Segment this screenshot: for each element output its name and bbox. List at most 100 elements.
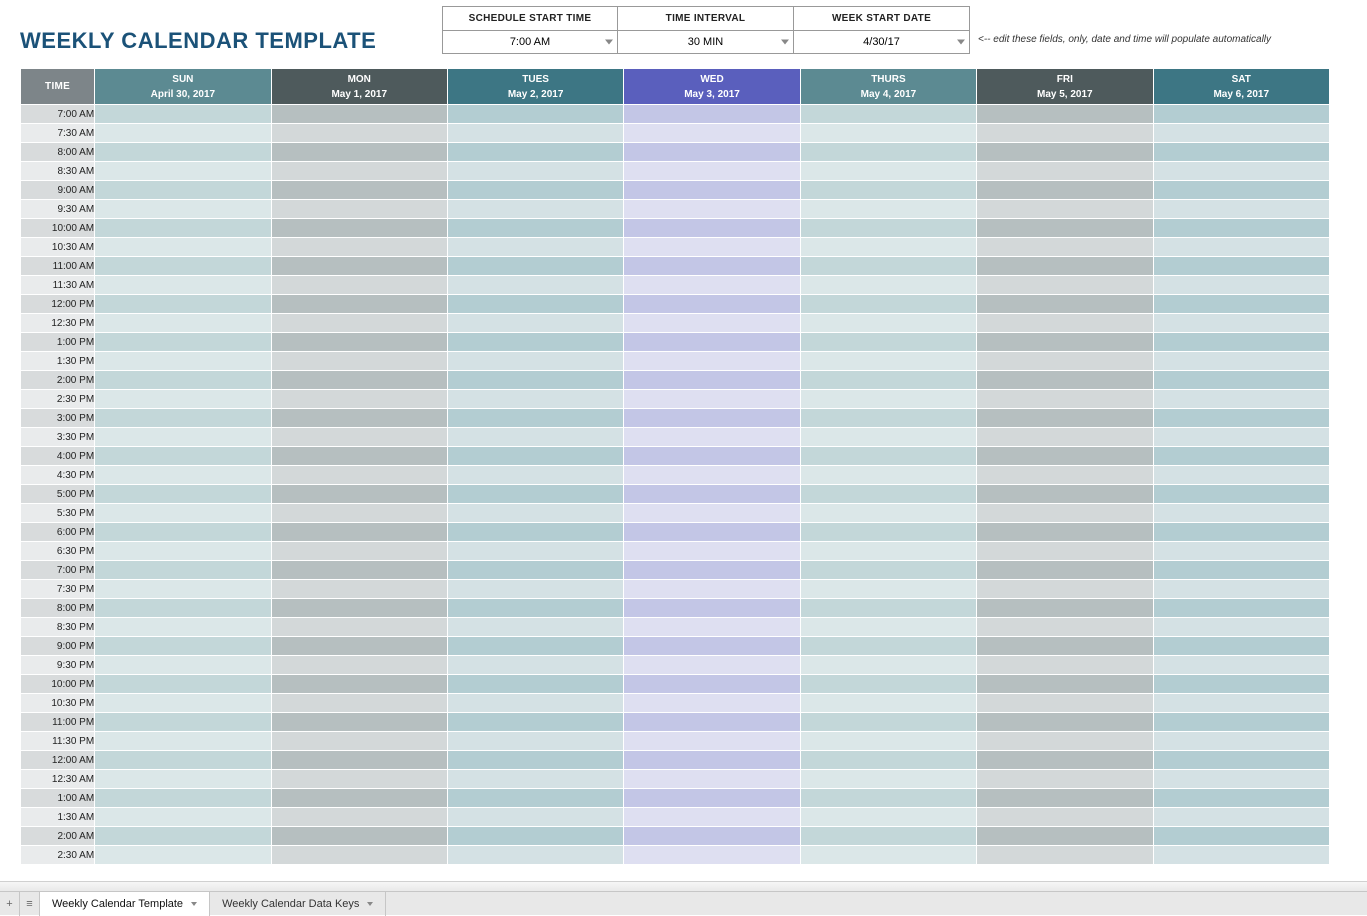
calendar-cell[interactable]: [800, 428, 976, 447]
calendar-cell[interactable]: [95, 580, 271, 599]
calendar-cell[interactable]: [271, 314, 447, 333]
calendar-cell[interactable]: [800, 523, 976, 542]
calendar-cell[interactable]: [1153, 485, 1330, 504]
calendar-cell[interactable]: [1153, 542, 1330, 561]
calendar-cell[interactable]: [977, 637, 1153, 656]
calendar-cell[interactable]: [624, 675, 800, 694]
calendar-cell[interactable]: [95, 561, 271, 580]
calendar-cell[interactable]: [624, 637, 800, 656]
calendar-cell[interactable]: [447, 105, 623, 124]
calendar-cell[interactable]: [271, 257, 447, 276]
calendar-cell[interactable]: [1153, 675, 1330, 694]
calendar-cell[interactable]: [977, 808, 1153, 827]
calendar-cell[interactable]: [800, 713, 976, 732]
calendar-cell[interactable]: [271, 409, 447, 428]
calendar-cell[interactable]: [800, 276, 976, 295]
calendar-cell[interactable]: [447, 352, 623, 371]
calendar-cell[interactable]: [95, 219, 271, 238]
calendar-cell[interactable]: [800, 314, 976, 333]
calendar-cell[interactable]: [95, 352, 271, 371]
calendar-cell[interactable]: [95, 162, 271, 181]
calendar-cell[interactable]: [1153, 808, 1330, 827]
calendar-cell[interactable]: [271, 390, 447, 409]
calendar-cell[interactable]: [800, 694, 976, 713]
calendar-cell[interactable]: [977, 789, 1153, 808]
calendar-cell[interactable]: [624, 694, 800, 713]
calendar-cell[interactable]: [271, 295, 447, 314]
calendar-cell[interactable]: [1153, 314, 1330, 333]
calendar-cell[interactable]: [447, 713, 623, 732]
calendar-cell[interactable]: [95, 466, 271, 485]
calendar-cell[interactable]: [95, 808, 271, 827]
calendar-cell[interactable]: [624, 656, 800, 675]
calendar-cell[interactable]: [271, 542, 447, 561]
calendar-cell[interactable]: [447, 219, 623, 238]
calendar-cell[interactable]: [977, 485, 1153, 504]
calendar-cell[interactable]: [624, 257, 800, 276]
calendar-cell[interactable]: [800, 181, 976, 200]
calendar-cell[interactable]: [624, 542, 800, 561]
calendar-cell[interactable]: [977, 295, 1153, 314]
calendar-cell[interactable]: [977, 580, 1153, 599]
calendar-cell[interactable]: [1153, 333, 1330, 352]
calendar-cell[interactable]: [624, 827, 800, 846]
calendar-cell[interactable]: [977, 200, 1153, 219]
calendar-cell[interactable]: [624, 219, 800, 238]
calendar-cell[interactable]: [800, 352, 976, 371]
calendar-cell[interactable]: [95, 409, 271, 428]
calendar-cell[interactable]: [977, 523, 1153, 542]
calendar-cell[interactable]: [624, 751, 800, 770]
calendar-cell[interactable]: [624, 770, 800, 789]
calendar-cell[interactable]: [447, 561, 623, 580]
calendar-cell[interactable]: [800, 143, 976, 162]
calendar-cell[interactable]: [624, 713, 800, 732]
calendar-cell[interactable]: [1153, 504, 1330, 523]
calendar-cell[interactable]: [624, 390, 800, 409]
calendar-cell[interactable]: [271, 276, 447, 295]
calendar-cell[interactable]: [1153, 580, 1330, 599]
calendar-cell[interactable]: [95, 105, 271, 124]
calendar-cell[interactable]: [977, 428, 1153, 447]
calendar-cell[interactable]: [95, 713, 271, 732]
calendar-cell[interactable]: [977, 770, 1153, 789]
calendar-cell[interactable]: [977, 352, 1153, 371]
calendar-cell[interactable]: [1153, 371, 1330, 390]
calendar-cell[interactable]: [271, 713, 447, 732]
calendar-cell[interactable]: [624, 295, 800, 314]
calendar-cell[interactable]: [977, 618, 1153, 637]
calendar-cell[interactable]: [271, 162, 447, 181]
calendar-cell[interactable]: [800, 105, 976, 124]
calendar-cell[interactable]: [624, 447, 800, 466]
calendar-cell[interactable]: [800, 637, 976, 656]
calendar-cell[interactable]: [800, 846, 976, 865]
calendar-cell[interactable]: [624, 732, 800, 751]
calendar-cell[interactable]: [977, 542, 1153, 561]
calendar-cell[interactable]: [977, 713, 1153, 732]
calendar-cell[interactable]: [800, 827, 976, 846]
calendar-cell[interactable]: [271, 599, 447, 618]
calendar-cell[interactable]: [447, 808, 623, 827]
calendar-cell[interactable]: [95, 751, 271, 770]
calendar-cell[interactable]: [800, 580, 976, 599]
calendar-cell[interactable]: [271, 789, 447, 808]
calendar-cell[interactable]: [1153, 162, 1330, 181]
calendar-cell[interactable]: [624, 352, 800, 371]
calendar-cell[interactable]: [624, 846, 800, 865]
calendar-cell[interactable]: [447, 618, 623, 637]
calendar-cell[interactable]: [1153, 713, 1330, 732]
calendar-cell[interactable]: [624, 124, 800, 143]
calendar-cell[interactable]: [95, 637, 271, 656]
calendar-cell[interactable]: [624, 314, 800, 333]
calendar-cell[interactable]: [271, 732, 447, 751]
calendar-cell[interactable]: [624, 504, 800, 523]
calendar-cell[interactable]: [271, 333, 447, 352]
calendar-cell[interactable]: [95, 143, 271, 162]
calendar-cell[interactable]: [1153, 295, 1330, 314]
sheet-tab[interactable]: Weekly Calendar Data Keys: [210, 892, 386, 916]
calendar-cell[interactable]: [447, 447, 623, 466]
calendar-cell[interactable]: [271, 561, 447, 580]
calendar-cell[interactable]: [447, 333, 623, 352]
calendar-cell[interactable]: [95, 124, 271, 143]
calendar-cell[interactable]: [624, 409, 800, 428]
calendar-cell[interactable]: [1153, 238, 1330, 257]
